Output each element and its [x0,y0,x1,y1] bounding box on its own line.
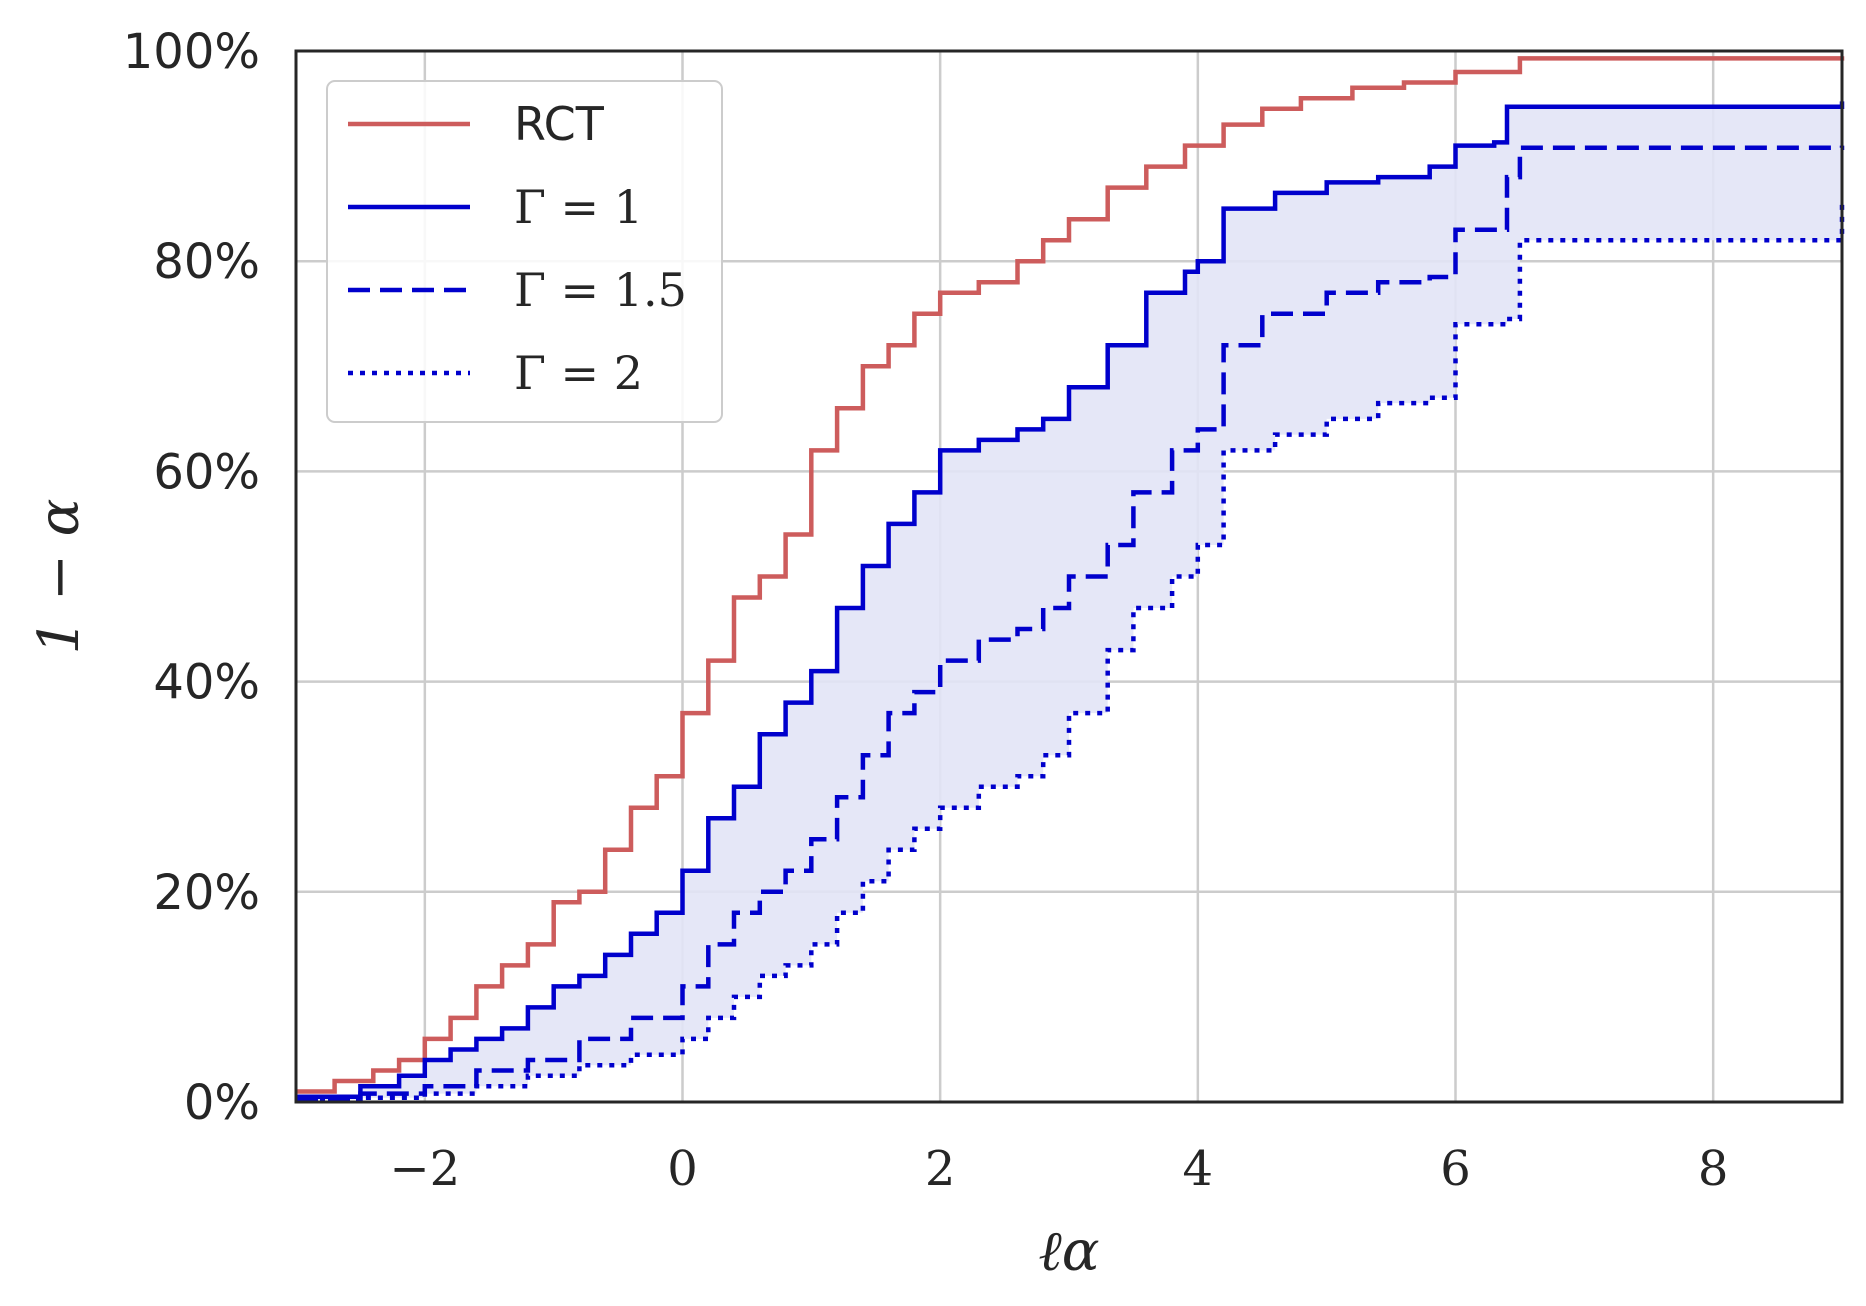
y-tick-labels: 0% 20% 40% 60% 80% 100% [123,24,260,1131]
legend-label: Γ = 1 [514,180,643,234]
x-tick-label: 4 [1183,1141,1214,1197]
legend-label: RCT [514,97,605,151]
legend-box [326,80,723,423]
x-tick-label: 8 [1698,1141,1729,1197]
legend: RCT Γ = 1 Γ = 1.5 Γ = 2 [326,80,723,423]
y-tick-label: 0% [184,1075,260,1131]
y-tick-label: 20% [153,865,260,921]
legend-label: Γ = 1.5 [514,263,687,317]
series-line-2 [296,145,1845,1102]
series-line-0 [296,56,1845,1094]
x-tick-label: 0 [667,1141,698,1197]
x-tick-labels: −2 0 2 4 6 8 [389,1141,1728,1197]
x-tick-label: 2 [925,1141,956,1197]
plot-frame [294,49,1844,1104]
x-tick-label: −2 [389,1141,460,1197]
series-line-1 [296,101,1845,1099]
series-lines [296,56,1845,1103]
x-tick-label: 6 [1440,1141,1471,1197]
y-axis-label: 1 − α [27,499,92,655]
y-tick-label: 40% [153,655,260,711]
y-tick-label: 100% [123,24,260,80]
y-tick-label: 80% [153,234,260,290]
legend-label: Γ = 2 [514,346,643,400]
series-line-3 [296,203,1845,1103]
x-axis-label: ℓα [1038,1219,1099,1284]
y-tick-label: 60% [153,444,260,500]
